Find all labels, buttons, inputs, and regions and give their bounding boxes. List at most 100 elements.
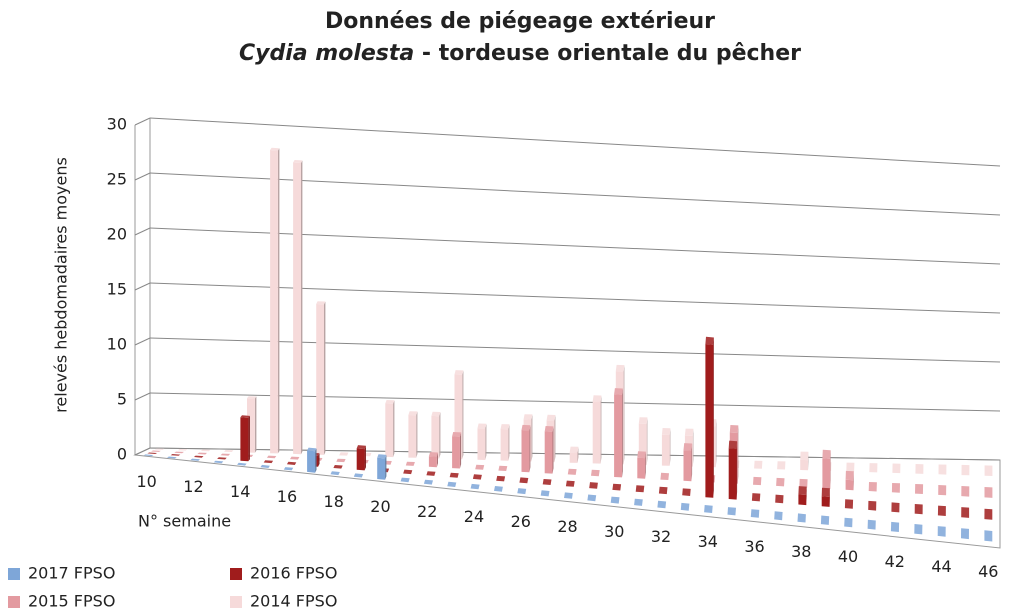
bar (237, 463, 247, 466)
bar (914, 524, 922, 534)
bar-top (494, 486, 503, 492)
bar (290, 457, 299, 460)
bar (541, 490, 550, 496)
bar-top (171, 454, 181, 456)
bar (494, 486, 503, 492)
x-tick-label: 28 (557, 517, 577, 536)
bar (774, 511, 782, 520)
bar-front (570, 452, 578, 463)
bar (961, 507, 969, 518)
bar-side (713, 338, 714, 498)
bar-top (429, 452, 438, 457)
bar (985, 487, 993, 498)
x-tick-label: 42 (885, 552, 905, 571)
bar-top (501, 424, 510, 429)
bar (217, 457, 227, 459)
bar (264, 460, 273, 463)
bar (224, 450, 233, 452)
bar-side (647, 417, 648, 465)
bar-front (798, 494, 806, 505)
bar-top (174, 452, 184, 454)
bar-top (316, 301, 325, 304)
bar-top (985, 487, 993, 498)
bar (147, 453, 157, 455)
bar-top (478, 424, 487, 429)
bar (915, 504, 923, 514)
bar-front (662, 435, 670, 466)
bar-top (496, 476, 505, 482)
bar-side (439, 412, 440, 459)
bar (915, 464, 923, 474)
bar (822, 450, 830, 489)
bar-top (639, 417, 648, 424)
bar-top (774, 511, 782, 520)
bar-side (255, 396, 257, 452)
bar-top (662, 428, 671, 435)
x-tick-label: 38 (791, 542, 811, 561)
bar-front (822, 458, 830, 489)
bar (961, 528, 969, 539)
bar-top (566, 481, 575, 487)
bar-top (147, 453, 157, 455)
bar-top (822, 450, 830, 459)
bar-side (624, 365, 625, 464)
bar (729, 441, 737, 500)
bar (401, 478, 410, 483)
bar-top (659, 487, 668, 494)
y-axis-label: relevés hebdomadaires moyens (52, 157, 71, 413)
bar (868, 501, 876, 511)
bar (938, 485, 946, 495)
bar (426, 471, 435, 476)
bar (214, 461, 224, 464)
bar (545, 426, 554, 474)
x-tick-label: 26 (511, 512, 531, 531)
bar (316, 301, 325, 455)
bar-top (729, 441, 737, 449)
bar-side (622, 389, 623, 478)
grid-line (135, 173, 150, 180)
bar (637, 451, 646, 479)
bar (822, 488, 830, 507)
legend-swatch (8, 568, 20, 580)
bar-front (293, 163, 301, 455)
bar-side (462, 370, 463, 459)
bar-front (408, 415, 416, 458)
x-axis-label: N° semaine (138, 512, 231, 531)
bar-top (151, 451, 161, 452)
grid-line (135, 283, 150, 290)
bar (892, 464, 900, 474)
bar (752, 493, 760, 501)
bar-side (485, 424, 486, 460)
bar (776, 478, 784, 487)
bar-front (385, 404, 393, 458)
bar-top (471, 484, 480, 489)
bar-top (800, 452, 808, 461)
bar-top (728, 507, 737, 515)
bar-top (589, 482, 598, 489)
bar-top (915, 504, 923, 514)
bar-top (682, 488, 691, 496)
grid-line (135, 448, 150, 455)
bar-front (478, 428, 486, 460)
bar-top (214, 461, 224, 464)
bar (543, 479, 552, 485)
bar (915, 484, 923, 494)
bar-front (822, 496, 830, 507)
y-tick-label: 5 (117, 390, 127, 409)
bar-top (570, 447, 579, 453)
bar (307, 448, 316, 473)
bar (891, 502, 899, 512)
y-tick-label: 20 (107, 225, 127, 244)
bar (938, 506, 946, 516)
bar-top (939, 465, 947, 475)
bar-top (455, 370, 464, 375)
bar-top (752, 493, 760, 501)
bar (984, 530, 992, 541)
bar-top (357, 445, 366, 449)
bar (660, 473, 669, 480)
bar-side (248, 416, 250, 461)
bar (221, 454, 231, 456)
bar (869, 482, 877, 492)
bar-top (545, 426, 554, 432)
